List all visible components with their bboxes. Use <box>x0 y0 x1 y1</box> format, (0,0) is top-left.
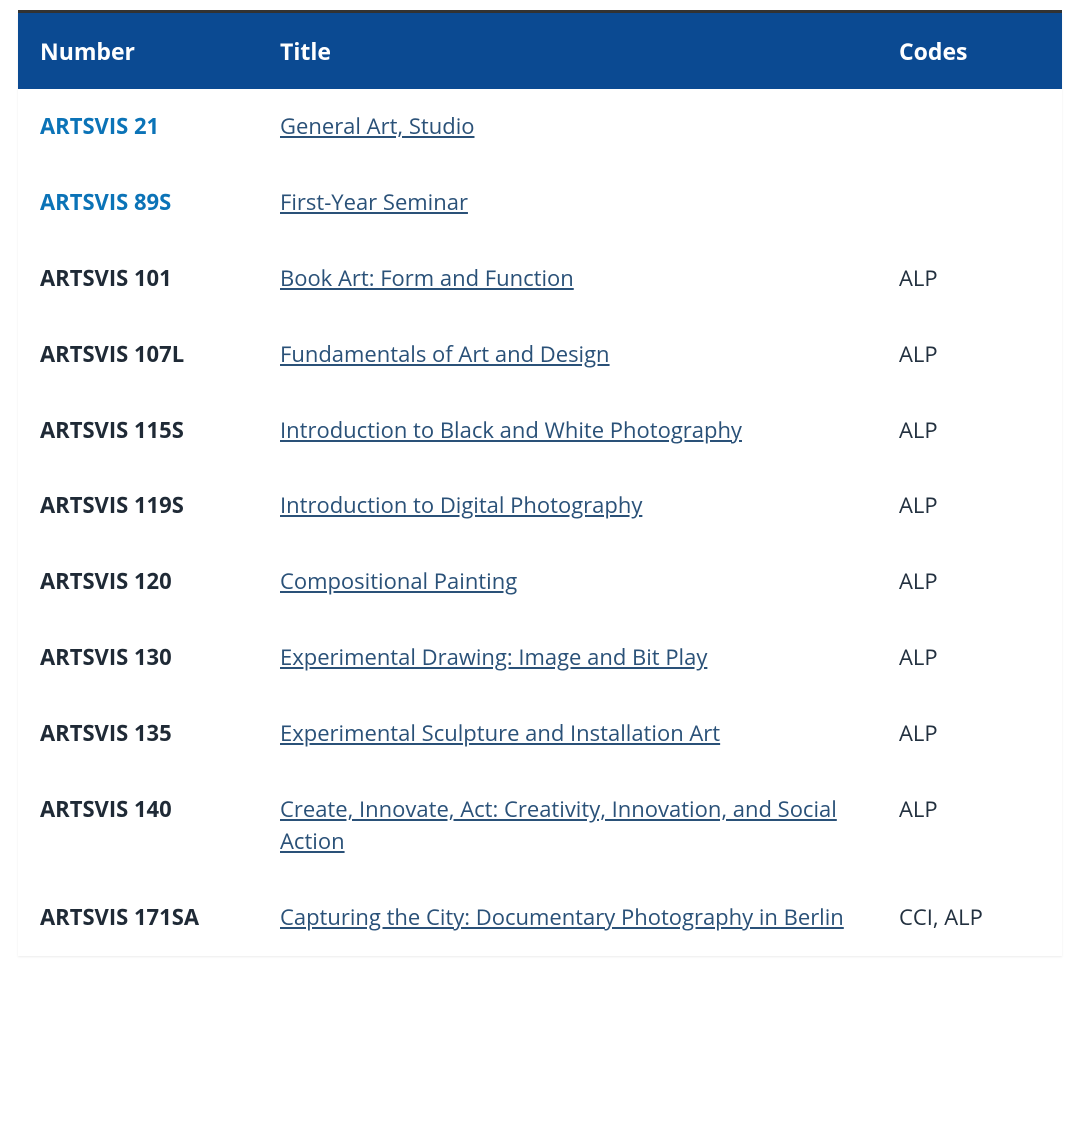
course-codes: ALP <box>877 468 1062 544</box>
course-title-cell: Experimental Sculpture and Installation … <box>258 696 877 772</box>
course-title-cell: Introduction to Black and White Photogra… <box>258 393 877 469</box>
col-header-title[interactable]: Title <box>258 13 877 89</box>
course-title-cell: First-Year Seminar <box>258 165 877 241</box>
col-header-codes[interactable]: Codes <box>877 13 1062 89</box>
course-codes <box>877 89 1062 165</box>
table-row: ARTSVIS 107L Fundamentals of Art and Desi… <box>18 317 1062 393</box>
course-title-link[interactable]: Experimental Sculpture and Installation … <box>280 718 720 748</box>
course-title-cell: Compositional Painting <box>258 544 877 620</box>
table-row: ARTSVIS 101 Book Art: Form and Function AL… <box>18 241 1062 317</box>
course-number: ARTSVIS 171SA <box>18 880 258 956</box>
course-number: ARTSVIS 119S <box>18 468 258 544</box>
course-title-link[interactable]: Compositional Painting <box>280 566 517 596</box>
course-number: ARTSVIS 135 <box>18 696 258 772</box>
table-row: ARTSVIS 120 Compositional Painting ALP <box>18 544 1062 620</box>
table-row: ARTSVIS 21 General Art, Studio <box>18 89 1062 165</box>
course-number: ARTSVIS 115S <box>18 393 258 469</box>
course-codes: ALP <box>877 317 1062 393</box>
course-title-cell: Introduction to Digital Photography <box>258 468 877 544</box>
course-table: Number Title Codes ARTSVIS 21 General Art… <box>18 13 1062 956</box>
table-row: ARTSVIS 171SA Capturing the City: Documen… <box>18 880 1062 956</box>
course-codes: ALP <box>877 241 1062 317</box>
table-body: ARTSVIS 21 General Art, Studio ARTSVIS 89S… <box>18 89 1062 956</box>
course-codes: ALP <box>877 620 1062 696</box>
course-catalog-page: Number Title Codes ARTSVIS 21 General Art… <box>0 0 1080 980</box>
course-codes: ALP <box>877 393 1062 469</box>
course-codes: ALP <box>877 696 1062 772</box>
course-title-link[interactable]: Introduction to Black and White Photogra… <box>280 415 742 445</box>
course-title-link[interactable]: Introduction to Digital Photography <box>280 490 642 520</box>
course-title-link[interactable]: Capturing the City: Documentary Photogra… <box>280 902 844 932</box>
course-title-link[interactable]: General Art, Studio <box>280 111 474 141</box>
course-title-cell: Create, Innovate, Act: Creativity, Innov… <box>258 772 877 880</box>
course-codes <box>877 165 1062 241</box>
course-title-cell: Fundamentals of Art and Design <box>258 317 877 393</box>
table-header: Number Title Codes <box>18 13 1062 89</box>
table-row: ARTSVIS 140 Create, Innovate, Act: Creati… <box>18 772 1062 880</box>
course-title-cell: Experimental Drawing: Image and Bit Play <box>258 620 877 696</box>
course-number: ARTSVIS 89S <box>18 165 258 241</box>
table-row: ARTSVIS 119S Introduction to Digital Phot… <box>18 468 1062 544</box>
table-header-row: Number Title Codes <box>18 13 1062 89</box>
course-number: ARTSVIS 107L <box>18 317 258 393</box>
course-number: ARTSVIS 140 <box>18 772 258 880</box>
course-codes: ALP <box>877 772 1062 880</box>
course-title-cell: Capturing the City: Documentary Photogra… <box>258 880 877 956</box>
course-number: ARTSVIS 21 <box>18 89 258 165</box>
course-number: ARTSVIS 101 <box>18 241 258 317</box>
table-row: ARTSVIS 135 Experimental Sculpture and In… <box>18 696 1062 772</box>
course-number: ARTSVIS 130 <box>18 620 258 696</box>
table-row: ARTSVIS 130 Experimental Drawing: Image a… <box>18 620 1062 696</box>
course-title-link[interactable]: Fundamentals of Art and Design <box>280 339 610 369</box>
course-title-link[interactable]: Experimental Drawing: Image and Bit Play <box>280 642 707 672</box>
course-number: ARTSVIS 120 <box>18 544 258 620</box>
table-row: ARTSVIS 115S Introduction to Black and Wh… <box>18 393 1062 469</box>
course-codes: CCI, ALP <box>877 880 1062 956</box>
col-header-number[interactable]: Number <box>18 13 258 89</box>
course-title-link[interactable]: First-Year Seminar <box>280 187 468 217</box>
course-title-cell: General Art, Studio <box>258 89 877 165</box>
course-title-link[interactable]: Create, Innovate, Act: Creativity, Innov… <box>280 794 837 856</box>
course-title-link[interactable]: Book Art: Form and Function <box>280 263 574 293</box>
course-codes: ALP <box>877 544 1062 620</box>
table-row: ARTSVIS 89S First-Year Seminar <box>18 165 1062 241</box>
course-title-cell: Book Art: Form and Function <box>258 241 877 317</box>
